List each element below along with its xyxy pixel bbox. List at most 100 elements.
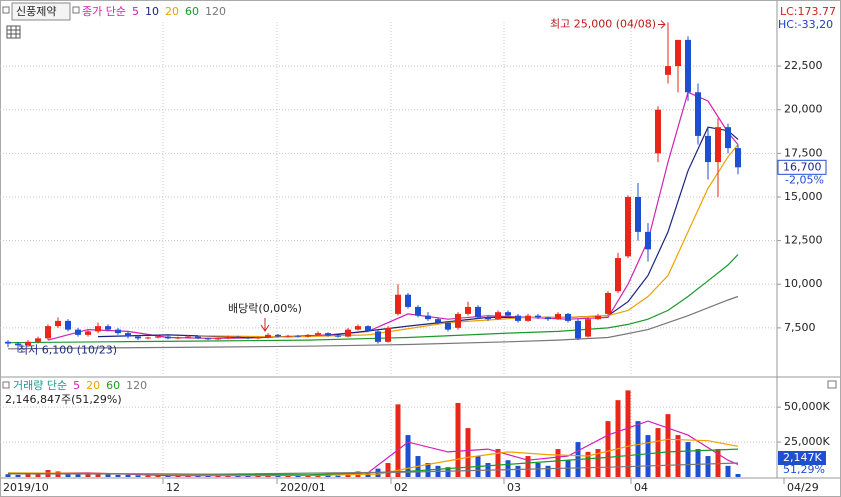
candle-body (315, 333, 321, 335)
volume-bar (585, 451, 591, 477)
volume-bar (315, 474, 321, 477)
volume-bar (225, 475, 231, 477)
candle-body (655, 109, 661, 154)
y-tick-label: 20,000 (784, 103, 823, 116)
volume-bar (495, 449, 501, 477)
legend-entry: 5 (73, 379, 80, 392)
candle-body (225, 336, 231, 339)
candle-body (725, 127, 731, 149)
candle-body (495, 312, 501, 320)
candle-body (615, 258, 621, 292)
candle-body (435, 319, 441, 323)
ma-line (7, 438, 739, 476)
ma-line (197, 144, 739, 338)
volume-bar (685, 442, 691, 477)
legend-entry: 10 (145, 5, 159, 18)
volume-bar (115, 474, 121, 477)
candle-body (15, 343, 21, 346)
stock-name-box[interactable] (11, 2, 71, 21)
candle-body (735, 148, 741, 168)
candle-body (345, 329, 351, 337)
high-arrow (658, 20, 666, 29)
lc-label: LC:173.77 (780, 5, 836, 18)
candle-body (485, 317, 491, 320)
volume-bar (625, 390, 631, 477)
legend-entry: 20 (86, 379, 100, 392)
volume-bar (505, 460, 511, 477)
volume-bar (75, 473, 81, 477)
candle-body (245, 337, 251, 339)
volume-bar (615, 400, 621, 477)
grid-icon[interactable] (6, 25, 21, 39)
legend-entry: 120 (205, 5, 226, 18)
stock-name[interactable]: 신풍제약 (16, 4, 56, 18)
x-tick-label: 2019/10 (3, 481, 49, 494)
x-tick-label: 03 (507, 481, 521, 494)
legend: 종가 단순 5 10 20 60 120 (82, 5, 226, 18)
candle-body (55, 320, 61, 327)
volume-bar (635, 421, 641, 477)
volume-bar (385, 463, 391, 477)
y-tick-label: 25,000K (784, 435, 830, 448)
candle-body (705, 135, 711, 163)
volume-bar (105, 474, 111, 477)
volume-bar (735, 474, 741, 477)
candle-body (105, 326, 111, 330)
volume-bar (295, 475, 301, 477)
candle-body (395, 294, 401, 314)
volume-bar (675, 435, 681, 477)
candle-body (555, 313, 561, 320)
ma-line (7, 462, 739, 475)
x-tick-label: 02 (394, 481, 408, 494)
volume-bar (95, 472, 101, 477)
candle-body (525, 315, 531, 321)
candle-body (95, 326, 101, 332)
candle-body (715, 127, 721, 163)
volume-bar (395, 404, 401, 477)
indicator-icon[interactable] (72, 6, 80, 14)
volume-bar (705, 456, 711, 477)
legend-entry: 20 (165, 5, 179, 18)
volume-bar (695, 449, 701, 477)
candle-body (145, 337, 151, 339)
volume-bar (545, 465, 551, 477)
candle-body (5, 341, 11, 344)
menu-icon[interactable] (2, 6, 10, 14)
volume-bar (725, 465, 731, 477)
volume-bar (175, 475, 181, 477)
candle-body (405, 294, 411, 307)
ma-line (7, 295, 739, 350)
volume-menu-icon[interactable] (2, 381, 10, 389)
volume-bar (145, 475, 151, 477)
candle-body (335, 335, 341, 337)
x-tick-label: 04 (634, 481, 648, 494)
candle-body (635, 196, 641, 232)
event-annotation: 배당락(0,00%) (228, 302, 302, 315)
candle-body (505, 312, 511, 316)
x-tick-label: 04/29 (787, 481, 819, 494)
candle-body (325, 333, 331, 336)
candle-body (265, 334, 271, 338)
legend-label: 거래량 단순 (13, 379, 67, 392)
candle-body (195, 336, 201, 339)
candle-body (85, 331, 91, 335)
panel-icon[interactable] (827, 380, 837, 389)
volume-bar (335, 475, 341, 477)
candle-body (65, 320, 71, 330)
candle-body (365, 326, 371, 332)
hc-label: HC:-33,20 (778, 18, 833, 31)
volume-bar (405, 435, 411, 477)
volume-bar (645, 435, 651, 477)
y-tick-label: 17,500 (784, 146, 823, 159)
volume-bar (185, 475, 191, 477)
volume-bar (15, 474, 21, 477)
candle-body (155, 336, 161, 338)
candle-body (115, 329, 121, 334)
volume-bar (65, 472, 71, 477)
candle-body (235, 336, 241, 338)
event-arrow (260, 318, 270, 332)
volume-bar (165, 475, 171, 477)
last-volume-box (778, 451, 826, 466)
candle-body (175, 337, 181, 339)
legend-entry: 60 (106, 379, 120, 392)
